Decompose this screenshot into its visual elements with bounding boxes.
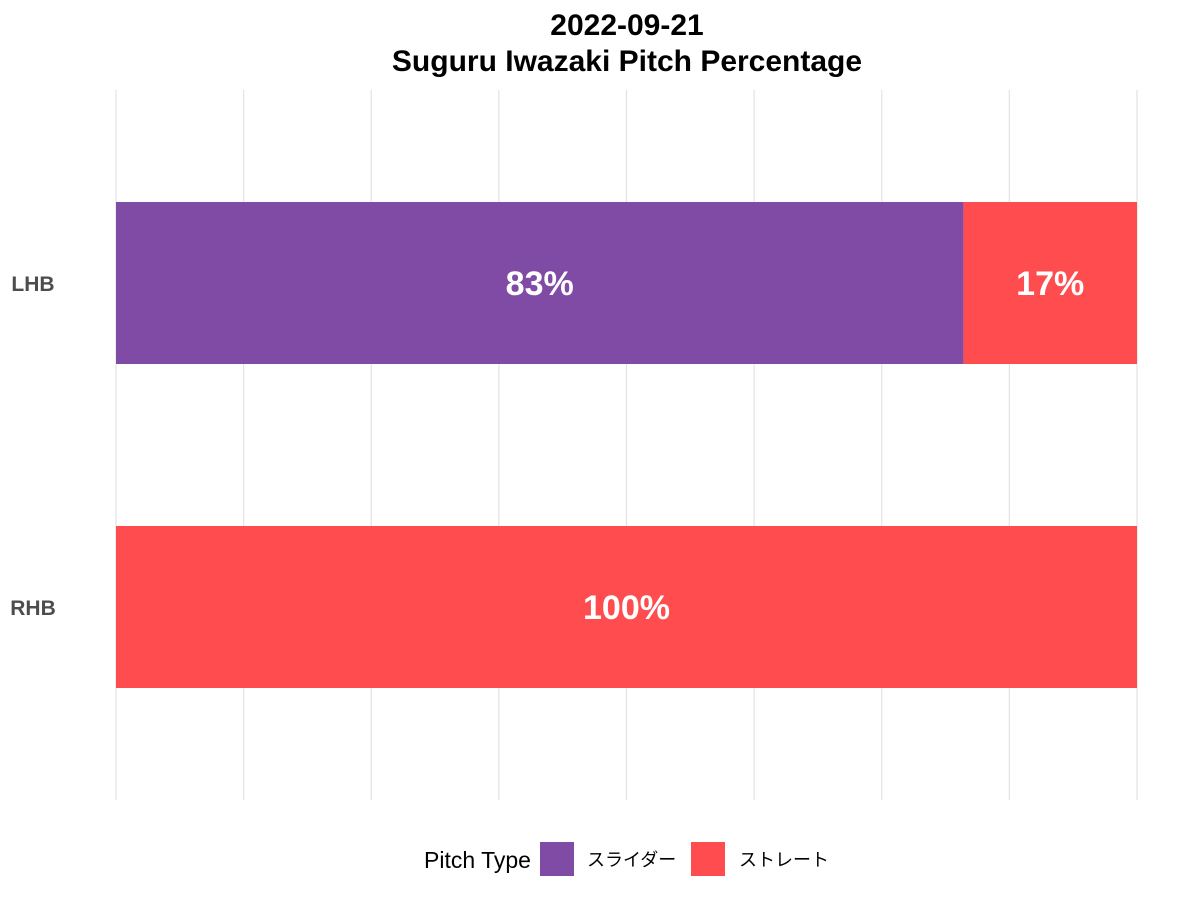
legend-swatch-slider xyxy=(540,842,574,876)
data-label-lhb-series-1: 17% xyxy=(1016,265,1084,303)
legend-label-straight: ストレート xyxy=(739,850,829,871)
chart-title: 2022-09-21 xyxy=(550,9,703,42)
bar-lhb-series-1 xyxy=(963,202,1137,364)
data-label-lhb-series-0: 83% xyxy=(506,265,574,303)
data-labels: 83% 17% 100% xyxy=(506,265,1085,627)
category-label-lhb: LHB xyxy=(11,273,54,296)
bar-lhb-series-0 xyxy=(116,202,964,364)
legend-swatch-straight xyxy=(691,842,725,876)
legend: Pitch Type スライダー ストレート xyxy=(424,842,829,876)
bar-rhb-series-1 xyxy=(116,526,1137,688)
legend-label-slider: スライダー xyxy=(587,850,676,871)
category-labels: LHB RHB xyxy=(10,273,56,620)
grid xyxy=(115,90,1138,800)
bars xyxy=(116,202,1137,688)
legend-title: Pitch Type xyxy=(424,847,531,873)
data-label-rhb-series-1: 100% xyxy=(583,589,670,627)
chart-subtitle: Suguru Iwazaki Pitch Percentage xyxy=(392,45,862,78)
category-label-rhb: RHB xyxy=(10,597,56,620)
